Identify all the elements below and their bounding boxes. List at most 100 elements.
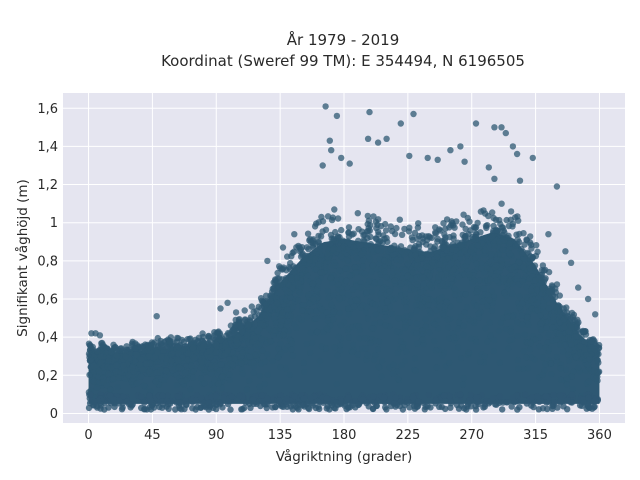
data-point xyxy=(460,331,467,338)
data-point xyxy=(489,394,497,402)
data-point xyxy=(324,213,332,220)
data-point xyxy=(434,238,441,245)
data-point xyxy=(269,404,276,411)
data-point xyxy=(567,259,575,266)
data-point xyxy=(339,289,346,296)
data-point xyxy=(253,340,260,348)
data-point xyxy=(569,385,576,393)
data-point xyxy=(271,315,278,322)
data-point xyxy=(182,369,189,377)
data-point xyxy=(226,376,233,384)
data-point xyxy=(542,393,550,400)
data-point xyxy=(337,322,345,329)
x-tick-label: 270 xyxy=(459,428,484,443)
data-point xyxy=(479,298,486,305)
data-point xyxy=(258,304,265,312)
data-points xyxy=(85,103,603,413)
data-point xyxy=(93,384,101,391)
data-point xyxy=(200,342,208,349)
data-point xyxy=(545,331,552,338)
data-point xyxy=(345,334,353,341)
data-point xyxy=(473,260,480,267)
data-point xyxy=(537,312,544,319)
data-point xyxy=(352,269,359,276)
data-point xyxy=(503,314,511,321)
data-point xyxy=(372,311,379,318)
data-point xyxy=(334,215,342,222)
data-point xyxy=(547,360,555,367)
data-point xyxy=(287,312,294,320)
data-point xyxy=(378,373,385,380)
data-point xyxy=(165,405,172,412)
data-point xyxy=(370,356,378,364)
data-point xyxy=(335,333,342,340)
x-axis-label: Vågriktning (grader) xyxy=(276,448,413,465)
data-point xyxy=(366,108,373,116)
data-point xyxy=(212,392,220,400)
data-point xyxy=(502,129,509,137)
data-point xyxy=(575,284,582,291)
data-point xyxy=(548,282,556,289)
data-point xyxy=(542,344,549,351)
data-point xyxy=(337,253,345,260)
data-point xyxy=(289,303,297,310)
data-point xyxy=(461,271,468,278)
data-point xyxy=(496,359,503,366)
data-point xyxy=(175,335,182,342)
data-point xyxy=(556,392,564,399)
data-point xyxy=(447,275,455,282)
data-point xyxy=(439,310,446,317)
data-point xyxy=(592,375,600,382)
data-point xyxy=(182,401,190,408)
data-point xyxy=(241,307,248,314)
data-point xyxy=(355,323,363,330)
data-point xyxy=(399,344,406,351)
data-point xyxy=(328,147,335,154)
data-point xyxy=(526,265,533,272)
data-point xyxy=(412,302,420,309)
data-point xyxy=(521,241,528,248)
data-point xyxy=(243,331,251,339)
data-point xyxy=(326,137,333,144)
data-point xyxy=(493,227,500,234)
data-point xyxy=(207,370,215,377)
data-point xyxy=(397,243,405,250)
data-point xyxy=(120,362,127,369)
data-point xyxy=(295,280,302,287)
x-tick-label: 135 xyxy=(268,428,293,443)
data-point xyxy=(563,366,570,373)
data-point xyxy=(183,377,190,384)
data-point xyxy=(336,342,344,349)
data-point xyxy=(276,263,283,270)
data-point xyxy=(271,279,279,286)
data-point xyxy=(315,403,322,410)
data-point xyxy=(458,242,465,250)
data-point xyxy=(507,208,515,215)
data-point xyxy=(359,257,366,264)
data-point xyxy=(499,406,506,413)
data-point xyxy=(266,338,274,345)
data-point xyxy=(323,395,331,402)
data-point xyxy=(335,294,343,302)
data-point xyxy=(532,336,539,343)
data-point xyxy=(514,272,521,279)
data-point xyxy=(409,394,417,401)
data-point xyxy=(277,317,285,325)
data-point xyxy=(92,330,99,337)
data-point xyxy=(563,374,571,382)
data-point xyxy=(553,183,561,190)
data-point xyxy=(488,251,495,258)
chart-title-line2: Koordinat (Sweref 99 TM): E 354494, N 61… xyxy=(161,52,525,70)
data-point xyxy=(578,402,586,409)
data-point xyxy=(368,288,376,296)
data-point xyxy=(239,328,246,336)
data-point xyxy=(387,246,394,253)
data-point xyxy=(313,220,320,227)
data-point xyxy=(476,277,483,284)
data-point xyxy=(376,279,384,286)
data-point xyxy=(546,289,553,296)
data-point xyxy=(345,305,352,312)
data-point xyxy=(515,365,522,372)
data-point xyxy=(387,395,394,402)
data-point xyxy=(398,362,405,369)
